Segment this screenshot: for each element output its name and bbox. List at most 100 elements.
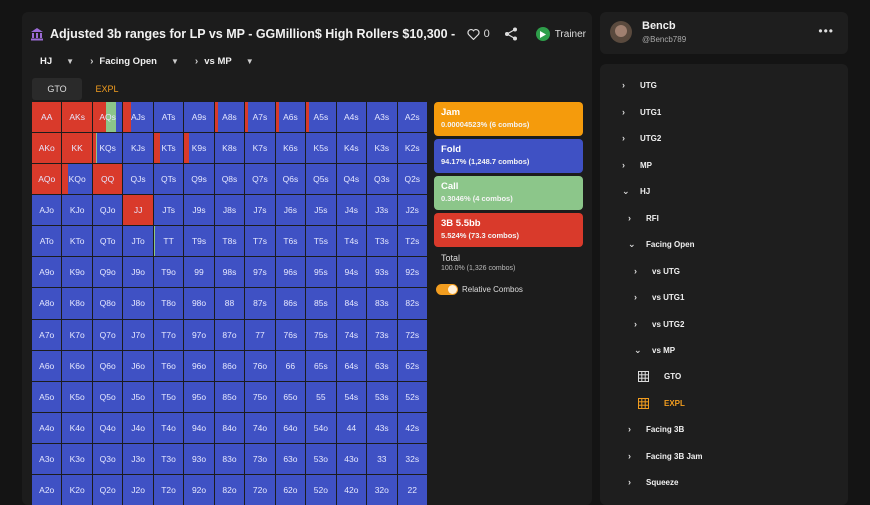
hand-cell-K8s[interactable]: K8s [214, 133, 245, 164]
hand-cell-ATo[interactable]: ATo [32, 226, 62, 257]
hand-cell-Q7o[interactable]: Q7o [92, 319, 123, 350]
hand-cell-J7s[interactable]: J7s [245, 195, 275, 226]
hand-cell-KTs[interactable]: KTs [153, 133, 184, 164]
hand-cell-96s[interactable]: 96s [275, 257, 306, 288]
tree-item-gto[interactable]: GTO [636, 369, 681, 383]
tree-item-utg1[interactable]: › UTG1 [622, 105, 661, 119]
hand-cell-K3s[interactable]: K3s [367, 133, 397, 164]
hand-cell-AKs[interactable]: AKs [62, 102, 92, 133]
hand-cell-JTo[interactable]: JTo [123, 226, 153, 257]
hand-cell-A4o[interactable]: A4o [32, 412, 62, 443]
hand-cell-T9s[interactable]: T9s [184, 226, 214, 257]
hand-cell-A7o[interactable]: A7o [32, 319, 62, 350]
legend-jam[interactable]: Jam 0.00004523% (6 combos) [434, 102, 583, 136]
hand-cell-54s[interactable]: 54s [336, 381, 367, 412]
hand-cell-J5s[interactable]: J5s [306, 195, 336, 226]
more-menu-icon[interactable]: ••• [818, 24, 834, 38]
hand-cell-TT[interactable]: TT [153, 226, 184, 257]
hand-cell-KJo[interactable]: KJo [62, 195, 92, 226]
hand-cell-T4s[interactable]: T4s [336, 226, 367, 257]
hand-cell-KQo[interactable]: KQo [62, 164, 92, 195]
hand-cell-83o[interactable]: 83o [214, 443, 245, 474]
hand-cell-T4o[interactable]: T4o [153, 412, 184, 443]
hand-cell-T6o[interactable]: T6o [153, 350, 184, 381]
hand-cell-54o[interactable]: 54o [306, 412, 336, 443]
hand-cell-32s[interactable]: 32s [397, 443, 427, 474]
hand-cell-94o[interactable]: 94o [184, 412, 214, 443]
hand-cell-KTo[interactable]: KTo [62, 226, 92, 257]
hand-cell-77[interactable]: 77 [245, 319, 275, 350]
hand-cell-A5o[interactable]: A5o [32, 381, 62, 412]
hand-cell-AJs[interactable]: AJs [123, 102, 153, 133]
hand-cell-98s[interactable]: 98s [214, 257, 245, 288]
hand-cell-A3s[interactable]: A3s [367, 102, 397, 133]
hand-cell-Q9o[interactable]: Q9o [92, 257, 123, 288]
hand-cell-84s[interactable]: 84s [336, 288, 367, 319]
hand-cell-76o[interactable]: 76o [245, 350, 275, 381]
hand-cell-T3s[interactable]: T3s [367, 226, 397, 257]
tree-item-vs-mp[interactable]: ⌄ vs MP [634, 343, 675, 357]
tree-item-facing-open[interactable]: ⌄ Facing Open [628, 237, 694, 251]
legend-call[interactable]: Call 0.3046% (4 combos) [434, 176, 583, 210]
hand-cell-T9o[interactable]: T9o [153, 257, 184, 288]
hand-cell-J2o[interactable]: J2o [123, 474, 153, 505]
tree-item-hj[interactable]: ⌄ HJ [622, 184, 650, 198]
hand-cell-J8s[interactable]: J8s [214, 195, 245, 226]
hand-cell-JTs[interactable]: JTs [153, 195, 184, 226]
hand-cell-66[interactable]: 66 [275, 350, 306, 381]
crumb-situation[interactable]: › Facing Open ▼ [90, 56, 179, 67]
hand-cell-97o[interactable]: 97o [184, 319, 214, 350]
hand-cell-62s[interactable]: 62s [397, 350, 427, 381]
hand-cell-T7o[interactable]: T7o [153, 319, 184, 350]
hand-cell-75s[interactable]: 75s [306, 319, 336, 350]
hand-cell-73o[interactable]: 73o [245, 443, 275, 474]
tab-gto[interactable]: GTO [32, 78, 82, 100]
toggle-switch[interactable] [436, 284, 458, 295]
hand-cell-A8s[interactable]: A8s [214, 102, 245, 133]
hand-cell-A9s[interactable]: A9s [184, 102, 214, 133]
hand-cell-J4o[interactable]: J4o [123, 412, 153, 443]
tree-item-rfi[interactable]: › RFI [628, 211, 659, 225]
hand-cell-Q8s[interactable]: Q8s [214, 164, 245, 195]
hand-cell-72o[interactable]: 72o [245, 474, 275, 505]
hand-cell-97s[interactable]: 97s [245, 257, 275, 288]
hand-cell-K9s[interactable]: K9s [184, 133, 214, 164]
hand-cell-32o[interactable]: 32o [367, 474, 397, 505]
hand-cell-98o[interactable]: 98o [184, 288, 214, 319]
avatar[interactable] [610, 21, 632, 43]
legend-3bet[interactable]: 3B 5.5bb 5.524% (73.3 combos) [434, 213, 583, 247]
hand-cell-A3o[interactable]: A3o [32, 443, 62, 474]
hand-cell-T5s[interactable]: T5s [306, 226, 336, 257]
hand-cell-J6o[interactable]: J6o [123, 350, 153, 381]
tree-item-utg2[interactable]: › UTG2 [622, 131, 661, 145]
legend-fold[interactable]: Fold 94.17% (1,248.7 combos) [434, 139, 583, 173]
hand-cell-73s[interactable]: 73s [367, 319, 397, 350]
hand-cell-65s[interactable]: 65s [306, 350, 336, 381]
hand-cell-87s[interactable]: 87s [245, 288, 275, 319]
hand-cell-ATs[interactable]: ATs [153, 102, 184, 133]
hand-cell-T2o[interactable]: T2o [153, 474, 184, 505]
hand-cell-92s[interactable]: 92s [397, 257, 427, 288]
tree-item-utg[interactable]: › UTG [622, 78, 657, 92]
hand-cell-72s[interactable]: 72s [397, 319, 427, 350]
hand-cell-52s[interactable]: 52s [397, 381, 427, 412]
hand-cell-55[interactable]: 55 [306, 381, 336, 412]
hand-cell-42s[interactable]: 42s [397, 412, 427, 443]
hand-cell-88[interactable]: 88 [214, 288, 245, 319]
hand-cell-Q2s[interactable]: Q2s [397, 164, 427, 195]
hand-cell-43s[interactable]: 43s [367, 412, 397, 443]
hand-cell-43o[interactable]: 43o [336, 443, 367, 474]
hand-cell-86s[interactable]: 86s [275, 288, 306, 319]
tree-item-vs-utg[interactable]: › vs UTG [634, 264, 680, 278]
hand-cell-93o[interactable]: 93o [184, 443, 214, 474]
tree-item-vs-utg1[interactable]: › vs UTG1 [634, 290, 684, 304]
hand-cell-53o[interactable]: 53o [306, 443, 336, 474]
hand-cell-K2s[interactable]: K2s [397, 133, 427, 164]
tree-item-mp[interactable]: › MP [622, 158, 652, 172]
hand-cell-J8o[interactable]: J8o [123, 288, 153, 319]
hand-cell-Q8o[interactable]: Q8o [92, 288, 123, 319]
hand-cell-K7o[interactable]: K7o [62, 319, 92, 350]
hand-cell-83s[interactable]: 83s [367, 288, 397, 319]
hand-cell-74s[interactable]: 74s [336, 319, 367, 350]
hand-cell-87o[interactable]: 87o [214, 319, 245, 350]
